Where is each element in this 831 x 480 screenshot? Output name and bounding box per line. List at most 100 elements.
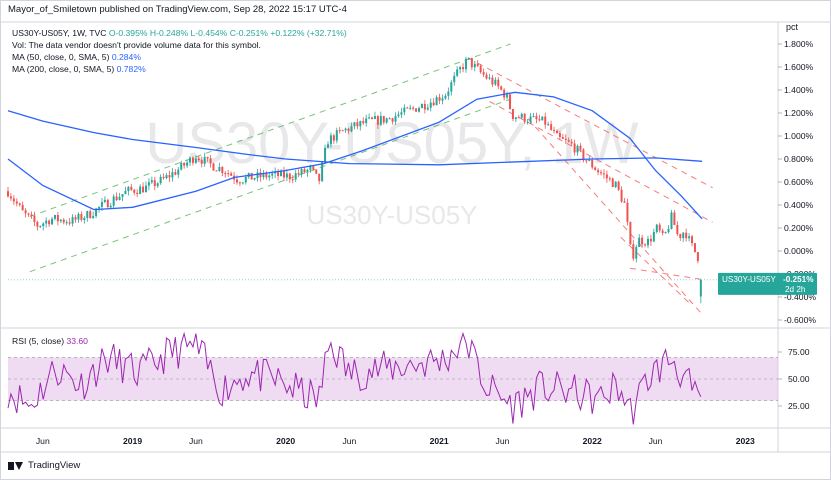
candle-body bbox=[420, 103, 423, 109]
symbol-info[interactable]: US30Y-US05Y, 1W, TVC bbox=[12, 28, 107, 38]
candle-body bbox=[318, 173, 321, 182]
candle-body bbox=[503, 89, 506, 98]
candle-body bbox=[482, 72, 485, 75]
candle-body bbox=[306, 169, 309, 173]
candle-body bbox=[699, 279, 702, 297]
candle-body bbox=[288, 173, 291, 180]
candle-body bbox=[324, 147, 327, 163]
price-tick-label: 1.800% bbox=[784, 39, 814, 49]
candle-body bbox=[682, 232, 685, 239]
price-tick-label: 1.600% bbox=[784, 62, 814, 72]
candle-body bbox=[341, 130, 344, 132]
candle-body bbox=[27, 213, 30, 215]
candle-body bbox=[98, 206, 101, 209]
candle-body bbox=[36, 222, 39, 227]
candle-body bbox=[426, 107, 429, 110]
candle-body bbox=[53, 215, 56, 219]
candle-body bbox=[12, 198, 15, 202]
last-price-value: -0.251% bbox=[783, 275, 814, 284]
brand-name: TradingView bbox=[28, 460, 81, 471]
candle-body bbox=[497, 79, 500, 87]
candle-body bbox=[159, 176, 162, 184]
candle-body bbox=[136, 192, 139, 194]
candle-body bbox=[470, 57, 473, 68]
candle-body bbox=[558, 133, 561, 138]
candle-body bbox=[294, 173, 297, 180]
candle-body bbox=[614, 181, 617, 188]
ma50-legend[interactable]: MA (50, close, 0, SMA, 5) 0.284% bbox=[12, 52, 141, 62]
last-price-tag bbox=[718, 272, 817, 295]
candle-body bbox=[514, 117, 517, 119]
candle-body bbox=[403, 107, 406, 113]
time-tick-label: Jun bbox=[496, 436, 510, 446]
candle-body bbox=[68, 222, 71, 224]
candle-body bbox=[415, 108, 418, 112]
rsi-legend[interactable]: RSI (5, close) 33.60 bbox=[12, 336, 88, 346]
trendline-0 bbox=[29, 43, 511, 217]
candle-body bbox=[517, 117, 520, 119]
candle-body bbox=[409, 107, 412, 109]
low-value: L-0.454% bbox=[190, 28, 228, 38]
candle-body bbox=[329, 135, 332, 145]
candle-body bbox=[500, 86, 503, 90]
candle-body bbox=[9, 196, 12, 199]
candle-body bbox=[162, 176, 165, 179]
candle-body bbox=[224, 173, 227, 175]
candle-body bbox=[344, 128, 347, 131]
candle-body bbox=[688, 236, 691, 239]
candle-body bbox=[591, 159, 594, 168]
candle-body bbox=[48, 220, 51, 225]
candle-body bbox=[406, 107, 409, 109]
candle-body bbox=[385, 118, 388, 123]
trendline-2 bbox=[467, 57, 713, 189]
candle-body bbox=[347, 128, 350, 132]
candle-body bbox=[112, 196, 115, 206]
candle-body bbox=[350, 126, 353, 132]
candle-body bbox=[435, 97, 438, 106]
candle-body bbox=[300, 169, 303, 175]
candle-body bbox=[664, 232, 667, 234]
candle-body bbox=[597, 170, 600, 173]
candle-body bbox=[570, 141, 573, 144]
candle-body bbox=[238, 182, 241, 184]
candle-body bbox=[215, 170, 218, 172]
tradingview-logo-icon bbox=[8, 461, 24, 471]
candle-body bbox=[253, 178, 256, 180]
candle-body bbox=[277, 171, 280, 177]
candle-body bbox=[605, 174, 608, 179]
rsi-tick-label: 50.00 bbox=[788, 374, 810, 384]
candle-body bbox=[312, 166, 315, 170]
candle-body bbox=[262, 173, 265, 178]
candle-body bbox=[368, 117, 371, 119]
candle-body bbox=[74, 217, 77, 220]
candle-body bbox=[171, 172, 174, 178]
candle-body bbox=[547, 124, 550, 126]
candle-body bbox=[632, 244, 635, 259]
candle-body bbox=[429, 102, 432, 108]
candle-body bbox=[576, 145, 579, 153]
candle-body bbox=[21, 204, 24, 211]
candle-body bbox=[33, 215, 36, 223]
candle-body bbox=[165, 175, 168, 179]
candle-body bbox=[464, 58, 467, 70]
ma200-legend[interactable]: MA (200, close, 0, SMA, 5) 0.782% bbox=[12, 64, 146, 74]
candle-body bbox=[379, 116, 382, 125]
candle-body bbox=[153, 180, 156, 187]
candle-body bbox=[397, 114, 400, 117]
candle-body bbox=[394, 116, 397, 122]
candle-body bbox=[412, 107, 415, 109]
candle-body bbox=[661, 230, 664, 233]
candle-body bbox=[418, 108, 421, 112]
candle-body bbox=[509, 94, 512, 110]
candle-body bbox=[62, 219, 65, 223]
ma50-line bbox=[7, 91, 703, 220]
candle-body bbox=[362, 121, 365, 124]
candle-body bbox=[553, 129, 556, 131]
candle-body bbox=[388, 118, 391, 120]
candle-body bbox=[582, 149, 585, 161]
time-tick-label: Jun bbox=[342, 436, 356, 446]
candle-body bbox=[447, 91, 450, 96]
candle-body bbox=[523, 113, 526, 122]
candle-body bbox=[335, 130, 338, 141]
